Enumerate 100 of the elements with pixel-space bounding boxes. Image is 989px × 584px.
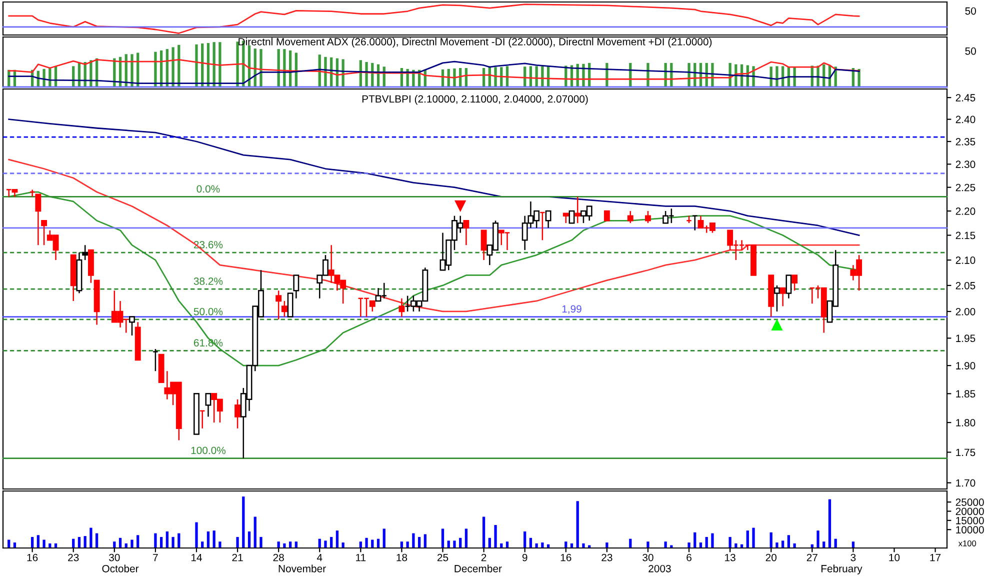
bar xyxy=(136,535,140,548)
x-tick-label: 27 xyxy=(806,554,818,562)
candlestick xyxy=(480,230,487,261)
x-tick-label: 25 xyxy=(437,554,448,562)
y-tick-label: 2.30 xyxy=(956,160,976,168)
y-tick-label: 2.40 xyxy=(956,116,976,124)
x-tick-label: 13 xyxy=(725,554,736,562)
y-axis-title: x100 xyxy=(958,540,976,546)
text: 50 xyxy=(965,7,976,15)
bar xyxy=(365,538,368,548)
y-tick-label: 1.95 xyxy=(956,334,976,342)
text: 50 xyxy=(965,47,976,55)
y-tick-label: 1.85 xyxy=(956,390,976,398)
candlestick xyxy=(539,212,546,241)
bar xyxy=(711,533,714,548)
candlestick xyxy=(463,220,470,246)
bar xyxy=(195,522,198,548)
bar xyxy=(242,496,245,548)
bar xyxy=(535,66,538,87)
candlestick xyxy=(645,210,651,224)
bar xyxy=(172,536,174,548)
x-tick-label: 4 xyxy=(316,554,322,562)
candlestick xyxy=(276,290,282,320)
bar xyxy=(160,536,163,548)
annotation: 100.0% xyxy=(191,446,226,454)
x-tick-label: 20 xyxy=(766,554,776,562)
bar xyxy=(524,531,526,548)
y-tick-label: 15000 xyxy=(956,516,984,524)
bar xyxy=(494,525,497,548)
x2-tick-label: December xyxy=(454,564,502,572)
annotation: 0.0% xyxy=(196,185,220,193)
x-tick-label: 7 xyxy=(153,554,158,562)
x2-tick-label: February xyxy=(821,564,862,574)
x-tick-label: 11 xyxy=(356,554,366,562)
candlestick xyxy=(398,298,405,318)
bar xyxy=(195,44,198,87)
candlestick xyxy=(692,215,698,231)
y-tick-label: 2.05 xyxy=(956,282,976,290)
bar xyxy=(494,67,497,87)
bar xyxy=(218,42,222,87)
x-tick-label: 16 xyxy=(27,554,38,562)
x-tick-label: 18 xyxy=(396,554,408,562)
candlestick xyxy=(780,287,786,307)
chart-title: Directnl Movement ADX (26.0000), Directnl Movement -DI (22.0000), Directnl Movement +DI (21.0000) xyxy=(238,38,712,48)
bar xyxy=(664,542,667,548)
x2-tick-label: October xyxy=(102,564,139,572)
x2-tick-label: 2003 xyxy=(648,564,671,572)
candlestick xyxy=(205,393,212,418)
annotation: 1,99 xyxy=(562,305,582,314)
candlestick xyxy=(234,398,241,430)
bar xyxy=(828,499,832,548)
bar xyxy=(31,536,34,548)
annotation: 50.0% xyxy=(194,308,223,316)
bar xyxy=(206,531,210,548)
bar xyxy=(787,535,790,548)
x-tick-label: 21 xyxy=(232,554,243,562)
bar xyxy=(582,543,585,548)
bar xyxy=(752,528,755,548)
bar xyxy=(283,543,286,548)
bar xyxy=(248,531,251,548)
x-tick-label: 14 xyxy=(191,554,202,562)
bar xyxy=(260,49,262,87)
y-tick-label: 20000 xyxy=(956,508,984,516)
bar xyxy=(646,542,650,548)
x-tick-label: 10 xyxy=(889,554,900,562)
candlestick xyxy=(152,348,158,372)
bar xyxy=(8,540,10,548)
y-tick-label: 1.80 xyxy=(956,419,976,426)
candlestick xyxy=(774,284,780,312)
y-tick-label: 2.10 xyxy=(956,256,976,264)
bar xyxy=(218,542,222,548)
bar xyxy=(535,543,538,548)
bar xyxy=(254,516,256,548)
x-tick-label: 2 xyxy=(481,554,486,562)
bar xyxy=(236,42,239,87)
bar xyxy=(90,528,92,548)
bar xyxy=(776,66,778,87)
candlestick xyxy=(562,212,569,224)
x-tick-label: 16 xyxy=(560,554,572,562)
bar xyxy=(782,540,784,548)
candlestick xyxy=(129,316,135,336)
bar xyxy=(84,536,86,548)
bar xyxy=(770,532,772,548)
bar xyxy=(371,540,374,548)
bar xyxy=(705,536,708,548)
bar xyxy=(382,528,386,548)
bar xyxy=(746,530,749,548)
bar xyxy=(453,540,456,548)
bar xyxy=(283,49,286,87)
bar xyxy=(260,536,262,548)
candlestick xyxy=(786,274,792,300)
x-tick-label: 30 xyxy=(109,554,120,562)
x-tick-label: 17 xyxy=(930,554,941,562)
x-tick-label: 9 xyxy=(522,554,528,562)
y-tick-label: 10000 xyxy=(956,526,984,534)
x-tick-label: 30 xyxy=(642,554,654,562)
bar xyxy=(42,540,46,548)
bar xyxy=(576,501,579,548)
bar xyxy=(816,530,820,548)
bar xyxy=(336,530,339,548)
